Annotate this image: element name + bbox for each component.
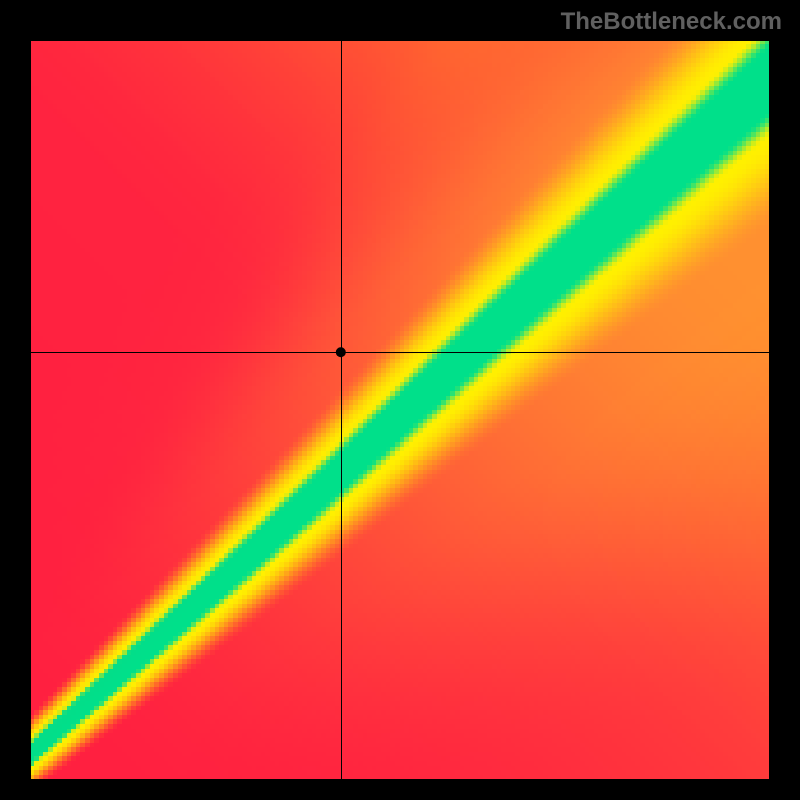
chart-container: TheBottleneck.com bbox=[0, 0, 800, 800]
watermark-text: TheBottleneck.com bbox=[561, 8, 782, 36]
heatmap-canvas bbox=[30, 40, 770, 780]
